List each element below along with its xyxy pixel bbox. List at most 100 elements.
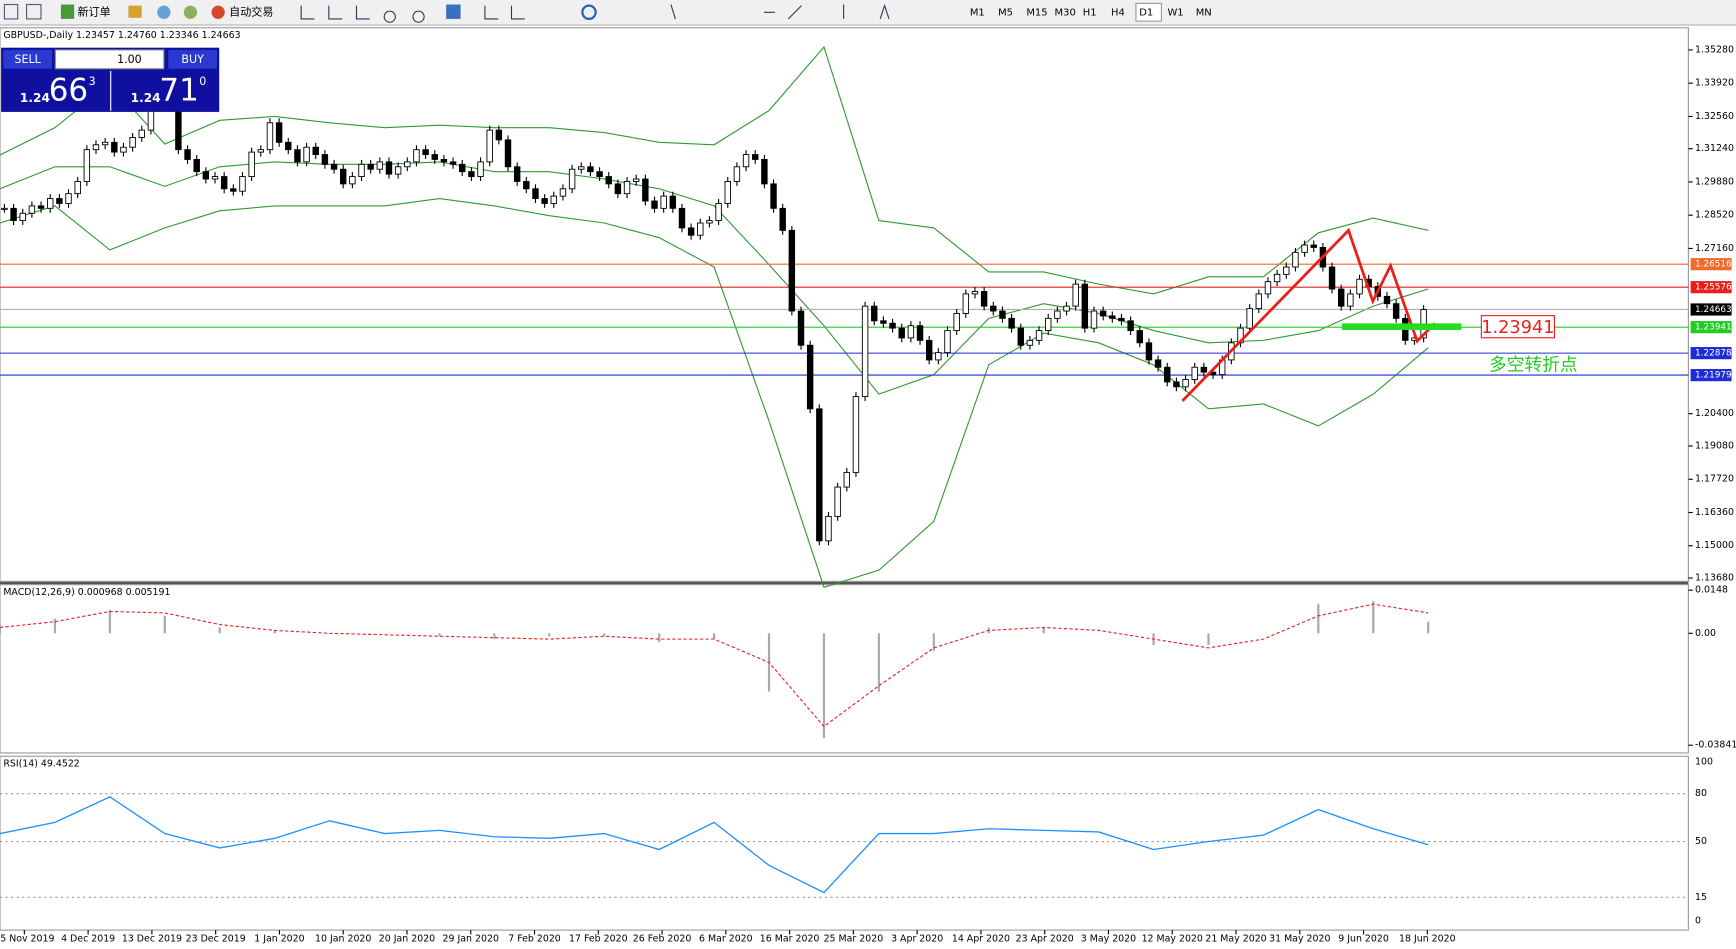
auto-trading-button[interactable]: 自动交易 <box>229 4 273 18</box>
y-tick-label: 1.19080 <box>1695 440 1734 451</box>
x-tick-label: 16 Mar 2020 <box>760 933 820 944</box>
candle-body <box>770 183 777 209</box>
chart-info: GBPUSD-,Daily 1.23457 1.24760 1.23346 1.… <box>3 30 240 41</box>
candle-body <box>358 163 365 178</box>
y-tick-label: 15 <box>1695 892 1707 903</box>
level-label: 1.22878 <box>1695 349 1732 359</box>
candle-body <box>1026 339 1034 346</box>
candle-body <box>1008 317 1015 329</box>
candle-body <box>1347 293 1354 307</box>
candle-body <box>1255 293 1263 310</box>
x-tick-label: 23 Dec 2019 <box>186 933 246 944</box>
candle-body <box>413 149 420 163</box>
x-tick-label: 3 Apr 2020 <box>891 933 943 944</box>
candle-body <box>724 181 731 204</box>
candle-body <box>239 176 246 192</box>
candle-body <box>1292 251 1299 268</box>
y-tick-label: 1.17720 <box>1695 474 1734 485</box>
x-tick-label: 23 Apr 2020 <box>1016 933 1074 944</box>
candle-body <box>779 207 786 231</box>
candle-body <box>614 183 622 195</box>
buy-button[interactable] <box>168 49 217 69</box>
candle-body <box>742 154 750 168</box>
candle-body <box>138 129 145 138</box>
candle-body <box>1035 330 1043 341</box>
candle-body <box>1246 308 1253 329</box>
tool-icon[interactable] <box>26 3 42 20</box>
candle-body <box>1 207 8 210</box>
candle-body <box>339 168 347 185</box>
tool-icon[interactable] <box>128 5 142 18</box>
period-button[interactable]: H1 <box>1083 7 1097 18</box>
candle-body <box>1310 244 1317 248</box>
candle-body <box>880 320 887 324</box>
lots-input[interactable] <box>54 49 165 70</box>
tool-icon[interactable] <box>581 4 597 21</box>
new-order-icon[interactable] <box>60 4 75 19</box>
sell-label[interactable]: SELL <box>15 53 42 66</box>
candle-body <box>422 149 429 155</box>
candle-body <box>559 188 567 197</box>
tool-icon[interactable] <box>3 3 19 20</box>
x-tick-label: 26 Feb 2020 <box>633 933 692 944</box>
rsi-label: RSI(14) 49.4522 <box>3 759 79 770</box>
new-order-button[interactable]: 新订单 <box>78 4 111 18</box>
candle-body <box>1338 288 1345 307</box>
bid-point: 3 <box>89 75 96 88</box>
candle-body <box>1164 366 1171 383</box>
candle-body <box>1301 244 1308 253</box>
x-tick-label: 10 Jan 2020 <box>315 933 371 944</box>
candle-body <box>1118 317 1125 322</box>
price-annotation: 1.23941 <box>1481 318 1554 338</box>
candle-body <box>944 330 951 354</box>
tool-icon[interactable] <box>157 5 171 19</box>
candle-body <box>1099 310 1107 317</box>
y-tick-label: 1.35280 <box>1695 44 1734 55</box>
candle-body <box>1136 330 1143 344</box>
auto-trading-icon[interactable] <box>211 5 225 19</box>
candle-body <box>550 195 558 204</box>
level-tag <box>1690 321 1732 334</box>
candle-body <box>74 181 81 195</box>
period-button[interactable]: D1 <box>1139 7 1153 18</box>
period-button[interactable]: W1 <box>1167 7 1183 18</box>
candle-body <box>861 305 869 398</box>
candle-body <box>10 207 17 222</box>
period-button[interactable]: M15 <box>1026 7 1047 18</box>
lots-value[interactable]: 1.00 <box>117 53 142 66</box>
x-tick-label: 21 May 2020 <box>1205 933 1266 944</box>
candle-body <box>806 344 814 410</box>
candle-body <box>1145 342 1153 361</box>
candle-body <box>230 188 237 192</box>
y-tick-label: 80 <box>1695 788 1707 799</box>
candle-body <box>642 178 649 202</box>
candle-body <box>990 305 997 312</box>
period-button[interactable]: M5 <box>998 7 1013 18</box>
ask-big: 1.24 <box>131 91 161 105</box>
candle-body <box>871 305 878 322</box>
tool-icon[interactable] <box>446 4 461 19</box>
period-button[interactable]: H4 <box>1111 7 1125 18</box>
candle-body <box>596 171 603 178</box>
buy-label[interactable]: BUY <box>181 53 204 66</box>
candle-body <box>1283 266 1290 275</box>
level-label: 1.24663 <box>1695 305 1732 315</box>
period-active <box>1135 2 1162 22</box>
level-label: 1.21979 <box>1695 371 1732 381</box>
bollinger-upper <box>0 45 1429 295</box>
candle-body <box>1273 273 1281 283</box>
x-tick-label: 7 Feb 2020 <box>508 933 561 944</box>
candle-body <box>257 149 265 153</box>
period-button[interactable]: MN <box>1196 7 1212 18</box>
candle-body <box>184 149 191 160</box>
candle-body <box>1173 381 1180 388</box>
period-button[interactable]: M1 <box>970 7 985 18</box>
y-tick-label: -0.038415 <box>1695 740 1736 751</box>
candle-body <box>495 129 503 141</box>
sell-button[interactable] <box>3 49 53 69</box>
tool-icon[interactable] <box>183 5 198 19</box>
period-button[interactable]: M30 <box>1055 7 1076 18</box>
candle-body <box>797 310 805 346</box>
y-tick-label: 1.27160 <box>1695 243 1734 254</box>
